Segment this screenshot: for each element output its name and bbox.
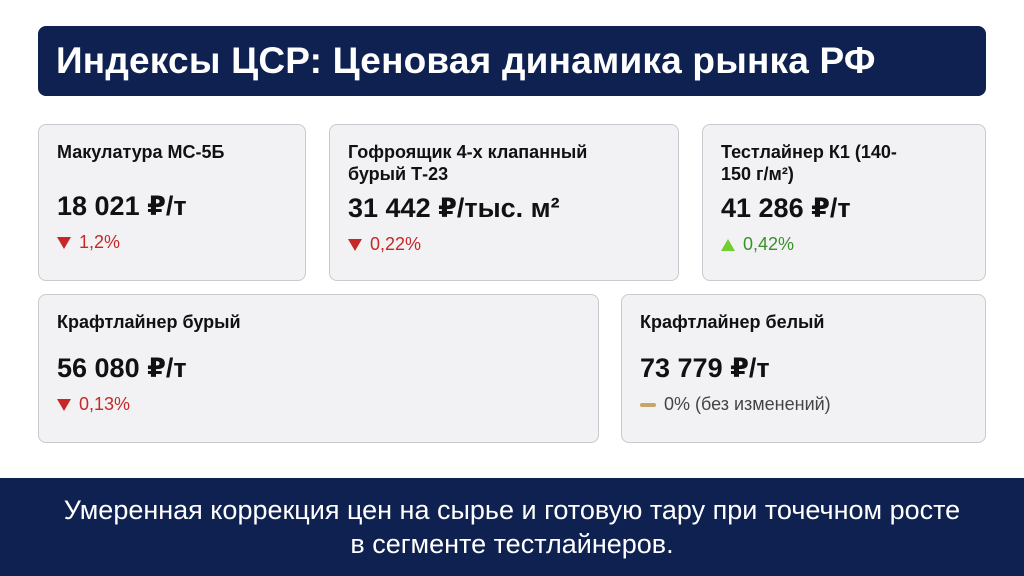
index-card-testliner: Тестлайнер К1 (140-150 г/м²) 41 286 ₽/т … [702, 124, 986, 281]
card-change: 0,13% [57, 394, 580, 415]
page-title: Индексы ЦСР: Ценовая динамика рынка РФ [56, 40, 876, 81]
card-change: 1,2% [57, 232, 287, 253]
index-card-kraftliner-brown: Крафтлайнер бурый 56 080 ₽/т 0,13% [38, 294, 599, 443]
card-value: 31 442 ₽/тыс. м² [348, 193, 560, 223]
card-change: 0,42% [721, 234, 967, 255]
index-card-waste-paper: Макулатура МС-5Б 18 021 ₽/т 1,2% [38, 124, 306, 281]
card-title: Гофроящик 4-х клапанный бурый Т-23 [348, 142, 588, 184]
change-percent: 0% (без изменений) [664, 394, 831, 414]
change-percent: 0,22% [370, 234, 422, 254]
card-change: 0% (без изменений) [640, 394, 967, 415]
card-title: Крафтлайнер белый [640, 312, 825, 332]
arrow-up-icon [721, 238, 735, 251]
card-title: Макулатура МС-5Б [57, 142, 225, 162]
header-banner: Индексы ЦСР: Ценовая динамика рынка РФ [38, 26, 986, 96]
card-value: 56 080 ₽/т [57, 353, 187, 383]
summary-text: Умеренная коррекция цен на сырье и готов… [63, 495, 961, 559]
card-value: 18 021 ₽/т [57, 191, 187, 221]
change-percent: 1,2% [79, 232, 121, 252]
card-title: Крафтлайнер бурый [57, 312, 241, 332]
card-change: 0,22% [348, 234, 660, 255]
arrow-down-icon [57, 236, 71, 249]
arrow-down-icon [348, 238, 362, 251]
change-percent: 0,42% [743, 234, 795, 254]
dash-icon [640, 402, 656, 407]
arrow-down-icon [57, 398, 71, 411]
card-value: 73 779 ₽/т [640, 353, 770, 383]
card-title: Тестлайнер К1 (140-150 г/м²) [721, 142, 897, 184]
change-percent: 0,13% [79, 394, 131, 414]
summary-banner: Умеренная коррекция цен на сырье и готов… [0, 478, 1024, 576]
card-value: 41 286 ₽/т [721, 193, 851, 223]
index-card-kraftliner-white: Крафтлайнер белый 73 779 ₽/т 0% (без изм… [621, 294, 986, 443]
index-card-corrugated-box: Гофроящик 4-х клапанный бурый Т-23 31 44… [329, 124, 679, 281]
